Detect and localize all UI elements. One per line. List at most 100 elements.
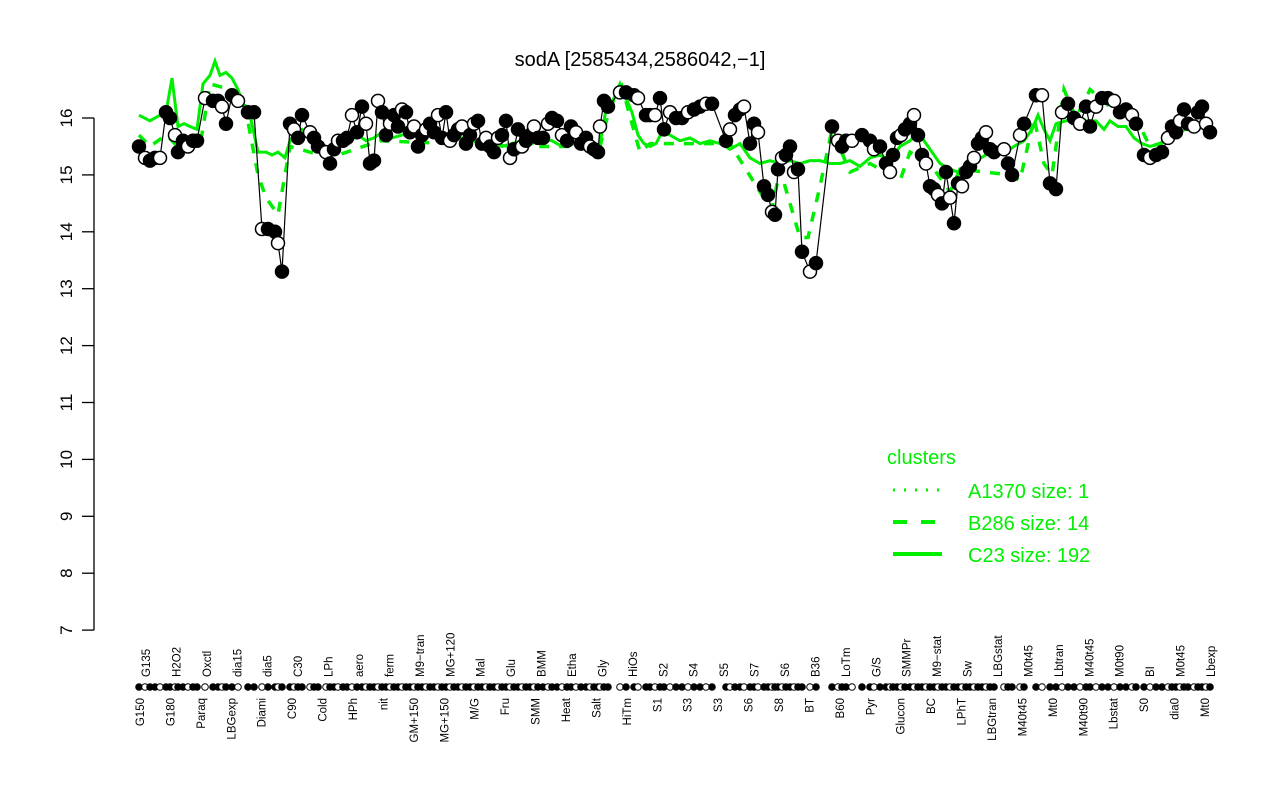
x-category-label: MG+120 xyxy=(445,633,457,677)
data-point xyxy=(1106,93,1122,109)
y-tick-label: 14 xyxy=(57,222,76,241)
data-point xyxy=(794,244,810,259)
data-point xyxy=(218,116,234,131)
x-category-label: ferm xyxy=(384,654,396,677)
x-category-label: Mt0 xyxy=(1048,698,1060,717)
x-category-label: S6 xyxy=(780,663,792,677)
x-category-label: HiTm xyxy=(622,698,634,725)
x-category-label: Glu xyxy=(506,659,518,677)
rug-point xyxy=(201,683,209,691)
data-point xyxy=(590,144,606,160)
x-category-label: Mal xyxy=(476,658,488,677)
x-category-label: Heat xyxy=(561,697,573,722)
data-point xyxy=(656,122,672,137)
rug-point xyxy=(193,683,201,691)
y-tick-label: 10 xyxy=(57,450,76,469)
data-point xyxy=(942,190,958,205)
data-point xyxy=(824,119,840,134)
chart-title: sodA [2585434,2586042,−1] xyxy=(515,49,766,71)
data-point xyxy=(535,130,551,146)
x-category-label: HPh xyxy=(348,698,360,720)
data-point xyxy=(704,96,720,112)
legend-entry-c23: C23 size: 192 xyxy=(968,545,1090,567)
data-point xyxy=(398,105,414,120)
rug-point xyxy=(1020,683,1028,691)
data-point xyxy=(742,136,758,151)
x-category-label: BT xyxy=(804,698,816,713)
data-point xyxy=(354,99,370,114)
data-point xyxy=(722,122,738,137)
data-point xyxy=(966,150,982,166)
y-tick-label: 9 xyxy=(57,512,76,521)
data-point xyxy=(246,105,262,120)
data-point xyxy=(1194,99,1210,114)
x-category-label: Oxctl xyxy=(202,651,214,677)
x-category-label: GM+150 xyxy=(409,698,421,742)
rug-point xyxy=(634,683,642,691)
x-category-label: LBGtran xyxy=(987,698,999,741)
x-labels-bottom: G150 G180 Paraq LBGexp Diami C90 Cold HPh nit GM+… xyxy=(135,697,1212,742)
data-point xyxy=(938,164,954,180)
x-category-label: S4 xyxy=(689,662,701,677)
data-point xyxy=(390,119,406,134)
data-point xyxy=(910,127,926,143)
data-point xyxy=(214,99,230,114)
data-point xyxy=(1004,167,1020,183)
x-category-label: nit xyxy=(378,697,390,710)
rug-point xyxy=(250,683,258,691)
x-category-label: G180 xyxy=(165,698,177,726)
data-point xyxy=(885,147,901,163)
data-point xyxy=(290,130,306,146)
data-point xyxy=(736,99,752,114)
x-category-label: Mt0 xyxy=(1200,698,1212,717)
data-point xyxy=(996,142,1012,157)
y-axis: 7 8 9 10 11 12 13 14 15 16 xyxy=(57,109,95,635)
x-category-label: Lbexp xyxy=(1206,646,1218,677)
data-point xyxy=(1186,119,1202,134)
x-category-label: C30 xyxy=(293,656,305,677)
rug-point xyxy=(278,683,286,691)
x-category-label: M40t45 xyxy=(1084,639,1096,677)
x-category-label: M0t45 xyxy=(1023,645,1035,677)
legend: clusters A1370 size: 1 B286 size: 14 C23… xyxy=(887,447,1090,567)
x-category-label: dia5 xyxy=(263,655,275,677)
x-category-label: Paraq xyxy=(196,698,208,729)
x-category-label: HiOs xyxy=(628,651,640,677)
y-tick-label: 15 xyxy=(57,165,76,184)
x-category-label: G/S xyxy=(871,657,883,677)
x-category-label: Lbtran xyxy=(1054,644,1066,677)
data-point xyxy=(647,107,663,123)
x-category-label: Fru xyxy=(500,698,512,715)
x-category-label: C90 xyxy=(287,698,299,719)
data-point xyxy=(344,107,360,123)
x-category-label: M40t45 xyxy=(1017,698,1029,736)
x-category-label: aero xyxy=(354,654,366,677)
x-category-label: S1 xyxy=(652,698,664,712)
rug-point xyxy=(798,683,806,691)
x-category-label: S6 xyxy=(744,698,756,712)
x-category-label: Cold xyxy=(318,698,330,722)
data-point xyxy=(918,156,934,171)
data-point xyxy=(872,139,888,154)
data-point xyxy=(486,144,502,160)
legend-title: clusters xyxy=(887,447,956,469)
x-category-label: LoTm xyxy=(841,648,853,677)
data-point xyxy=(1128,116,1144,131)
x-category-label: BC xyxy=(926,698,938,714)
data-point xyxy=(189,133,205,149)
x-category-label: H2O2 xyxy=(171,647,183,677)
data-point xyxy=(946,216,962,231)
data-point xyxy=(790,161,806,177)
rug-point xyxy=(1132,683,1140,691)
x-category-label: Diami xyxy=(257,698,269,727)
data-point xyxy=(978,124,994,140)
data-point xyxy=(1154,144,1170,160)
data-point xyxy=(1202,124,1218,140)
y-tick-label: 16 xyxy=(57,109,76,128)
y-tick-label: 7 xyxy=(57,625,76,634)
data-point xyxy=(1060,96,1076,112)
data-point xyxy=(954,179,970,194)
rug-point xyxy=(264,683,272,691)
x-category-label: SMM xyxy=(531,698,543,725)
